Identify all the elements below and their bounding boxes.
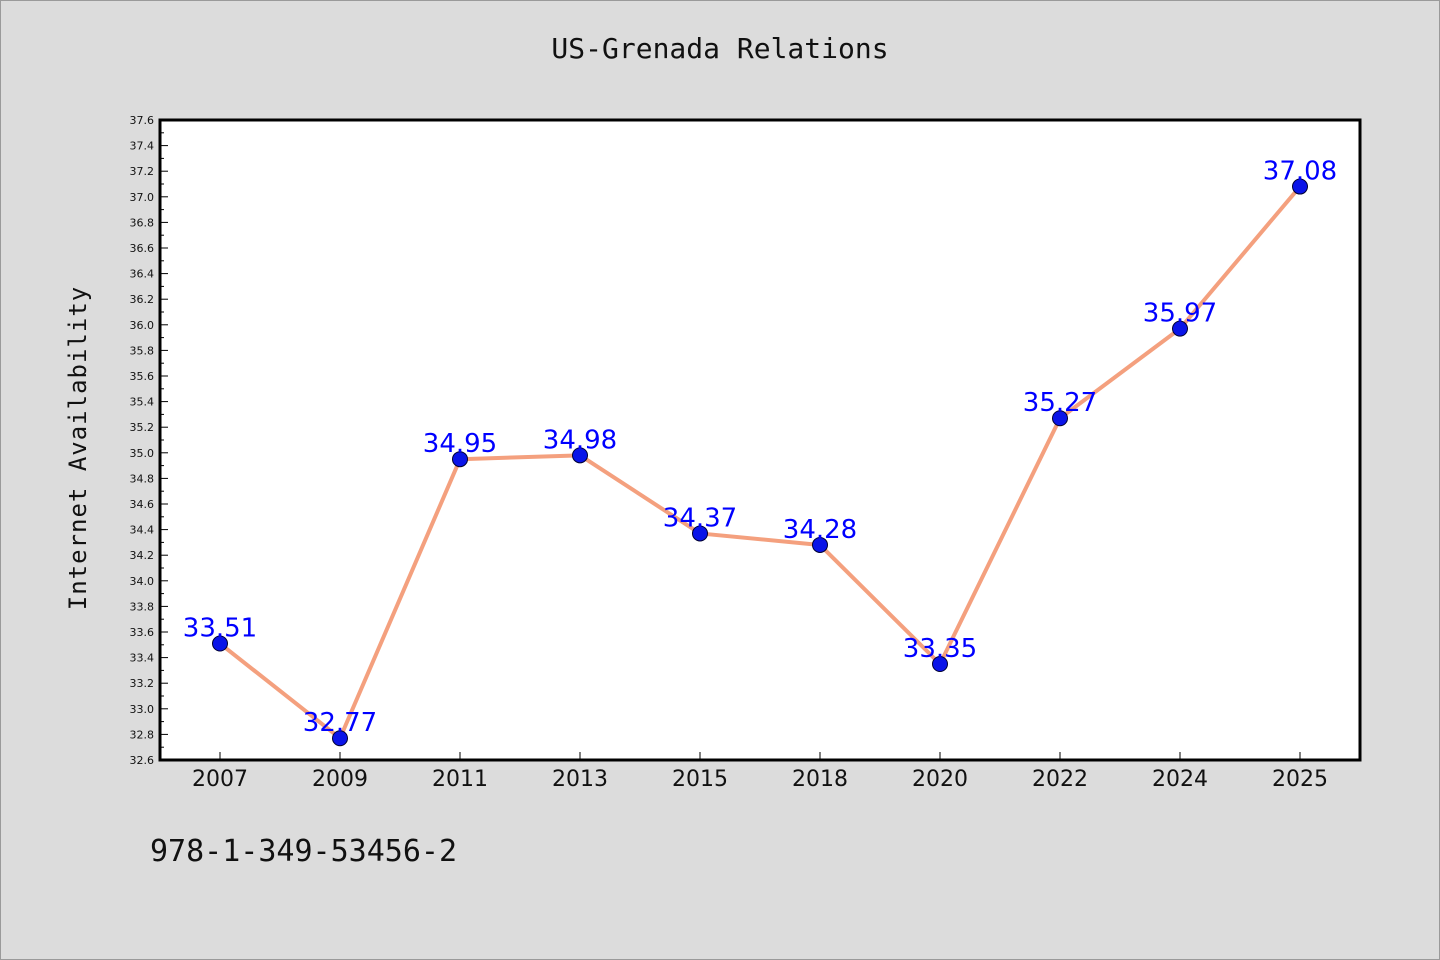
- y-tick-label: 35.2: [130, 421, 155, 434]
- y-tick-label: 34.2: [130, 549, 155, 562]
- y-tick-label: 37.6: [130, 114, 155, 127]
- data-label: 37.08: [1263, 157, 1337, 187]
- x-tick-label: 2013: [552, 767, 608, 792]
- x-tick-label: 2011: [432, 767, 488, 792]
- plot-area: [158, 118, 1362, 762]
- x-tick-label: 2024: [1152, 767, 1208, 792]
- data-label: 33.35: [903, 634, 977, 664]
- y-tick-label: 34.8: [130, 472, 155, 485]
- x-tick-label: 2007: [192, 767, 248, 792]
- y-tick-label: 33.8: [130, 600, 155, 613]
- data-label: 34.37: [663, 503, 737, 533]
- y-tick-label: 36.0: [130, 319, 155, 332]
- x-tick-label: 2009: [312, 767, 368, 792]
- y-tick-label: 33.2: [130, 677, 155, 690]
- data-point: [452, 451, 468, 468]
- y-tick-label: 32.8: [130, 728, 155, 741]
- data-point: [212, 635, 228, 652]
- y-tick-label: 35.4: [130, 396, 155, 409]
- data-point: [812, 536, 828, 553]
- y-tick-label: 35.8: [130, 344, 155, 357]
- data-point: [932, 656, 948, 672]
- data-label: 34.28: [783, 515, 857, 545]
- y-tick-label: 36.8: [130, 216, 155, 229]
- y-tick-label: 34.0: [130, 575, 155, 588]
- series-line: [218, 184, 1302, 741]
- y-tick-label: 33.4: [130, 652, 155, 665]
- y-tick-label: 37.0: [130, 191, 155, 204]
- y-tick-label: 35.0: [130, 447, 155, 460]
- y-tick-label: 36.2: [130, 293, 155, 306]
- data-point: [692, 525, 708, 542]
- x-tick-label: 2018: [792, 767, 848, 792]
- data-label: 34.98: [543, 425, 617, 455]
- y-tick-label: 32.6: [130, 754, 155, 767]
- y-tick-label: 34.6: [130, 498, 155, 511]
- y-tick-label: 36.6: [130, 242, 155, 255]
- data-label-layer: 33.51 32.77 34.95 34.98 34.37 34.28 33.35 35.27…: [183, 157, 1337, 739]
- data-label: 35.27: [1023, 388, 1097, 418]
- data-label: 32.77: [303, 708, 377, 738]
- x-tick-label: 2025: [1272, 767, 1328, 792]
- y-tick-label: 35.6: [130, 370, 155, 383]
- data-point: [572, 447, 588, 464]
- y-tick-label: 33.6: [130, 626, 155, 639]
- x-tick-label: 2020: [912, 767, 968, 792]
- chart-title: US-Grenada Relations: [551, 32, 889, 65]
- data-label: 35.97: [1143, 299, 1217, 329]
- y-tick-label: 34.4: [130, 524, 155, 537]
- y-tick-label: 37.2: [130, 165, 155, 178]
- x-tick-label: 2022: [1032, 767, 1088, 792]
- data-point: [332, 730, 348, 747]
- data-label: 33.51: [183, 614, 257, 644]
- y-tick-label: 36.4: [130, 268, 155, 281]
- series-layer: [212, 178, 1308, 747]
- x-tick-label: 2015: [672, 767, 728, 792]
- data-point: [1292, 178, 1308, 195]
- x-axis: 2007 2009 2011 2013 2015 2018 2020 2022 2024 2025: [192, 752, 1328, 792]
- data-point: [1052, 410, 1068, 427]
- data-label: 34.95: [423, 429, 497, 459]
- y-tick-label: 33.0: [130, 703, 155, 716]
- data-point: [1172, 320, 1188, 337]
- footer-code: 978-1-349-53456-2: [150, 834, 458, 869]
- y-axis: 32.6 32.8 33.0 33.2 33.4 33.6 33.8 34.0 34.2 34.4…: [130, 114, 168, 767]
- y-tick-label: 37.4: [130, 140, 155, 153]
